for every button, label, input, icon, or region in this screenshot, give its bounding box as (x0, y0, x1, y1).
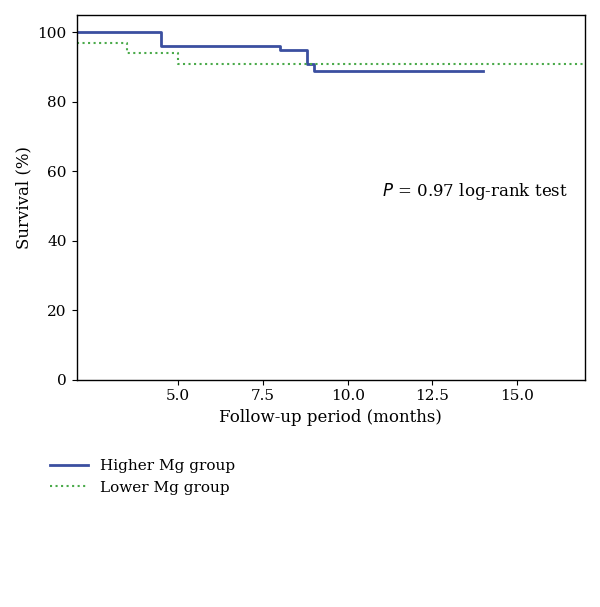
X-axis label: Follow-up period (months): Follow-up period (months) (220, 409, 442, 426)
Text: $P$ = 0.97 log-rank test: $P$ = 0.97 log-rank test (382, 180, 568, 202)
Legend: Higher Mg group, Lower Mg group: Higher Mg group, Lower Mg group (43, 453, 241, 501)
Y-axis label: Survival (%): Survival (%) (15, 146, 32, 249)
